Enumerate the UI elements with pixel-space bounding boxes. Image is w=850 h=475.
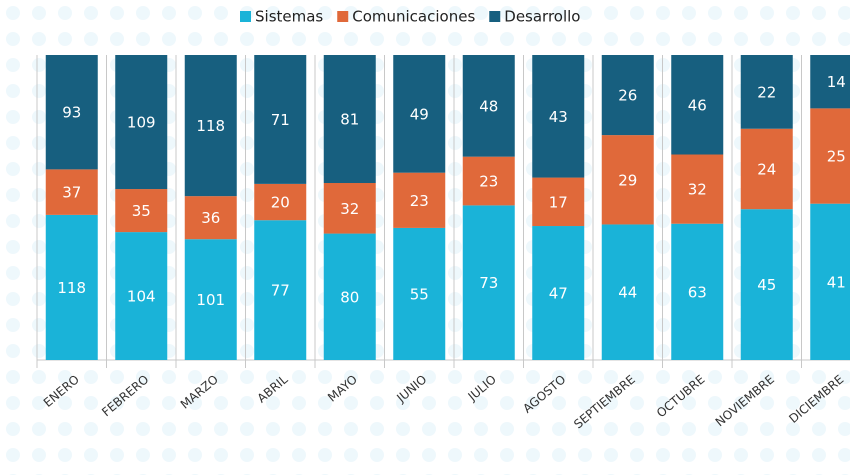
data-label: 35 [132,202,151,220]
bar-segment [740,128,793,210]
bar-segment [462,156,515,206]
bar-segment [532,226,585,360]
bar-segment [671,223,724,360]
data-label: 109 [127,114,156,132]
data-label: 41 [827,273,846,291]
bar-segment [254,55,307,184]
bar-segment [810,203,850,360]
bar-segment [254,183,307,221]
data-label: 44 [618,284,637,302]
bar-segment [115,189,168,233]
data-label: 17 [549,193,568,211]
data-label: 23 [479,173,498,191]
bar-segment [323,55,376,184]
data-label: 63 [688,283,707,301]
bar-segment [671,55,724,155]
legend-label: Comunicaciones [352,8,475,26]
bar-segment [184,196,237,240]
bar-segment [45,55,98,170]
bar-segment [671,154,724,224]
data-label: 71 [271,111,290,129]
plot-area: 1183793ENERO10435109FEBRERO10136118MARZO… [36,55,850,431]
bar-segment [254,220,307,360]
legend-label: Sistemas [255,8,323,26]
data-label: 80 [340,288,359,306]
bar-segment [45,214,98,360]
legend: Sistemas Comunicaciones Desarrollo [240,8,580,26]
bar-segment [462,55,515,157]
bar-segment [740,55,793,129]
data-label: 104 [127,288,156,306]
legend-swatch [337,11,349,22]
bar-segment [115,232,168,360]
data-label: 14 [827,73,846,91]
bar-segment [810,55,850,109]
data-label: 73 [479,274,498,292]
bar-segment [393,55,446,173]
data-label: 45 [757,276,776,294]
bar-segment [115,55,168,190]
data-label: 55 [410,285,429,303]
bar-segment [740,209,793,360]
legend-swatch [489,11,501,22]
data-label: 118 [196,117,225,135]
data-label: 22 [757,83,776,101]
data-label: 32 [688,181,707,199]
bar-segment [393,172,446,228]
data-label: 43 [549,108,568,126]
data-label: 46 [688,96,707,114]
data-label: 49 [410,105,429,123]
bar-segment [323,233,376,360]
data-label: 77 [271,282,290,300]
bar-segment [45,169,98,215]
data-label: 101 [196,291,225,309]
bar-segment [810,108,850,204]
data-label: 29 [618,171,637,189]
bar-segment [601,224,654,360]
bar-segment [184,239,237,360]
data-label: 36 [201,209,220,227]
bar-segment [323,183,376,234]
data-label: 47 [549,285,568,303]
data-label: 20 [271,194,290,212]
legend-swatch [240,11,251,22]
bar-segment [601,55,654,136]
bar-segment [393,227,446,360]
data-label: 93 [62,104,81,122]
data-label: 25 [827,148,846,166]
bar-segment [532,177,585,227]
data-label: 32 [340,200,359,218]
data-label: 48 [479,97,498,115]
data-label: 26 [618,87,637,105]
data-label: 118 [57,279,86,297]
data-label: 24 [757,160,776,178]
legend-label: Desarrollo [504,8,580,26]
data-label: 23 [410,192,429,210]
bar-segment [462,205,515,360]
data-label: 81 [340,111,359,129]
bar-segment [184,55,237,197]
bar-segment [532,55,585,178]
data-label: 37 [62,184,81,202]
bar-segment [601,135,654,225]
